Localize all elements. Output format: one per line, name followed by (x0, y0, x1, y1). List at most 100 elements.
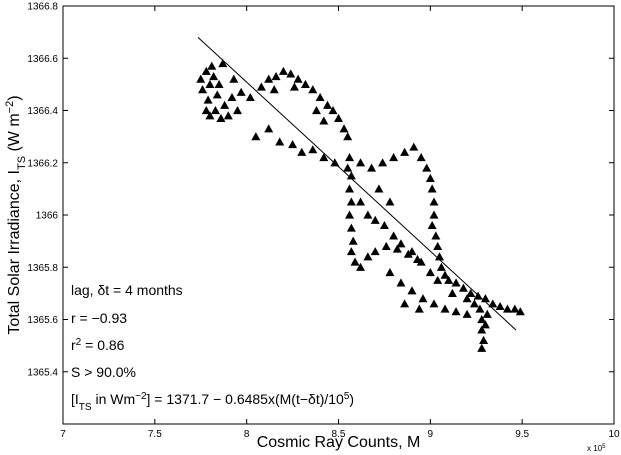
data-point (319, 153, 329, 162)
data-point (427, 184, 437, 193)
data-point (427, 220, 437, 230)
data-point (220, 100, 230, 109)
data-point (466, 288, 476, 297)
data-point (232, 106, 242, 115)
data-point (385, 267, 395, 277)
data-point (308, 145, 318, 154)
data-point (330, 158, 340, 167)
data-point (297, 147, 307, 156)
data-point (328, 106, 338, 115)
data-point (451, 307, 461, 316)
superscript: −2 (135, 391, 147, 402)
data-point (205, 79, 215, 88)
data-point (488, 299, 498, 308)
superscript: 5 (602, 444, 606, 450)
data-point (209, 72, 219, 81)
x-tick-label: 7 (60, 429, 66, 440)
text-part: lag, δt = 4 months (71, 282, 183, 298)
data-point (223, 111, 233, 120)
data-point (345, 153, 355, 162)
data-point (278, 66, 288, 75)
text-part: ) (6, 95, 23, 100)
x-tick-label: 9 (428, 429, 434, 440)
data-point (367, 163, 377, 172)
data-point (429, 299, 439, 308)
data-point (374, 184, 384, 193)
data-point (236, 87, 246, 96)
text-part: ) (349, 391, 354, 407)
data-point (315, 92, 325, 102)
data-point (458, 283, 468, 292)
annotation: [ITS in Wm−2] = 1371.7 − 0.6485x(M(t−δt)… (71, 391, 354, 413)
data-point (418, 294, 428, 303)
data-point (400, 147, 410, 156)
data-point (515, 307, 525, 316)
data-point (198, 85, 208, 94)
data-point (308, 85, 318, 94)
data-point (293, 74, 303, 83)
data-point (477, 343, 487, 352)
data-point (216, 113, 226, 122)
data-point (264, 124, 274, 133)
data-point (356, 197, 366, 206)
text-part: ] = 1371.7 − 0.6485x(M(t−δt)/10 (147, 391, 345, 407)
data-point (345, 184, 355, 193)
x-tick-label: 10 (608, 429, 620, 440)
data-point (346, 247, 356, 256)
x-tick-label: 9.5 (515, 429, 529, 440)
text-part: Total Solar Irradiance, I (6, 170, 23, 335)
data-point (201, 66, 211, 75)
data-point (286, 69, 296, 78)
y-tick-label: 1365.4 (27, 367, 58, 378)
data-point (300, 79, 310, 88)
data-point (389, 231, 399, 240)
data-point (477, 315, 487, 324)
data-point (447, 288, 457, 297)
data-point (350, 257, 360, 266)
data-point (363, 252, 373, 261)
y-tick-label: 1366.2 (27, 158, 58, 169)
text-part: S > 90.0% (71, 364, 136, 380)
data-point (229, 74, 239, 83)
data-point (256, 82, 266, 91)
data-point (425, 267, 435, 277)
x-tick-label: 8.5 (332, 429, 346, 440)
y-tick-label: 1366 (36, 211, 59, 222)
data-point (440, 270, 450, 279)
data-point (348, 236, 358, 245)
data-point (429, 210, 439, 219)
data-point (346, 223, 356, 232)
data-point (425, 173, 435, 183)
data-point (433, 241, 443, 250)
data-point (462, 309, 472, 318)
data-point (502, 304, 512, 313)
data-point (319, 116, 329, 125)
data-point (203, 95, 213, 104)
data-point (440, 304, 450, 313)
subscript: TS (79, 402, 92, 413)
data-point (416, 153, 426, 162)
data-point (436, 262, 446, 271)
data-point (346, 171, 356, 180)
data-point (414, 304, 424, 313)
data-point (429, 197, 439, 206)
data-point (370, 247, 380, 256)
subscript: TS (16, 156, 28, 170)
y-tick-label: 1366.8 (27, 2, 58, 13)
text-part: [I (71, 391, 79, 407)
plot-frame (62, 5, 615, 425)
data-point (480, 294, 490, 303)
data-point (275, 137, 285, 146)
data-point (444, 275, 454, 284)
data-point (343, 163, 353, 172)
data-point (269, 85, 279, 94)
y-tick-label: 1366.6 (27, 54, 58, 65)
data-point (396, 239, 406, 248)
y-tick-label: 1366.4 (27, 106, 58, 117)
data-point (207, 61, 217, 70)
data-point (407, 247, 417, 256)
data-point (510, 304, 520, 313)
data-point (385, 197, 395, 206)
data-point (475, 304, 485, 313)
text-part: (W m (6, 113, 23, 156)
